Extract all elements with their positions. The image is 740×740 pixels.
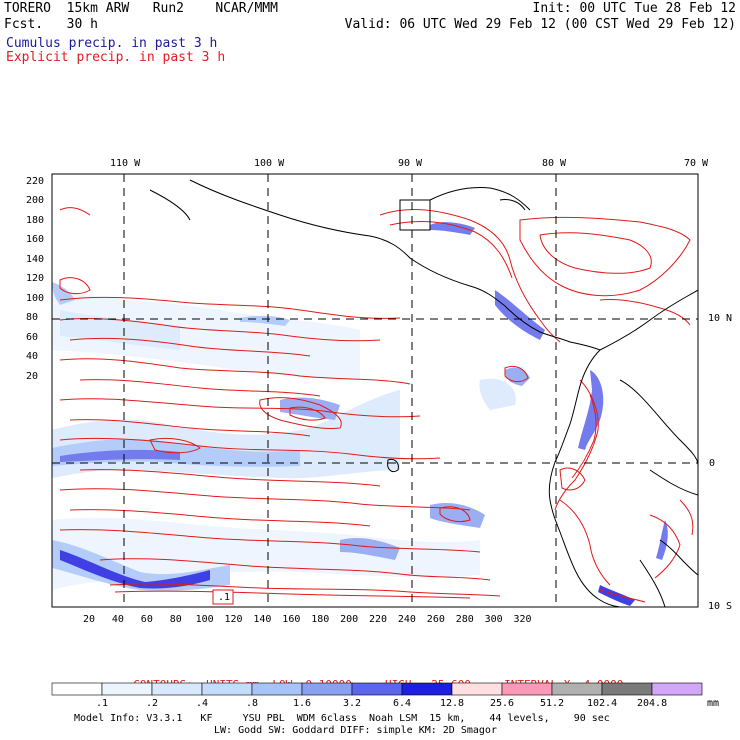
colorbar-tick-label: 204.8 — [637, 698, 668, 709]
physics-info: LW: Godd SW: Goddard DIFF: simple KM: 2D… — [214, 725, 497, 736]
x-tick-label: 80 — [169, 614, 182, 625]
colorbar-swatch — [101, 682, 153, 696]
colorbar-swatch — [201, 682, 253, 696]
x-tick-label: 260 — [426, 614, 445, 625]
model-info: Model Info: V3.3.1 KF YSU PBL WDM 6class… — [74, 713, 610, 724]
colorbar-tick-label: .8 — [246, 698, 259, 709]
colorbar-tick-label: 102.4 — [587, 698, 618, 709]
colorbar-tick-label: 1.6 — [293, 698, 312, 709]
colorbar-swatch — [351, 682, 403, 696]
y-tick-label: 40 — [26, 351, 39, 363]
x-tick-label: 120 — [224, 614, 243, 625]
cumulus-legend-label: Cumulus precip. in past 3 h — [6, 36, 218, 51]
x-tick-label: 140 — [253, 614, 272, 625]
colorbar-tick-label: 6.4 — [393, 698, 412, 709]
colorbar-swatch — [151, 682, 203, 696]
colorbar-swatch — [451, 682, 503, 696]
y-tick-label: 140 — [26, 253, 45, 265]
top-lon-label: 100 W — [254, 158, 285, 169]
y-tick-label: 100 — [26, 292, 45, 304]
top-lon-label: 80 W — [542, 158, 567, 169]
right-lat-label: 10 S — [708, 601, 733, 612]
x-tick-label: 220 — [369, 614, 388, 625]
colorbar-swatch — [601, 682, 653, 696]
y-tick-label: 80 — [26, 312, 39, 324]
x-tick-label: 300 — [484, 614, 503, 625]
colorbar-swatch — [551, 682, 603, 696]
x-tick-label: 40 — [111, 614, 124, 625]
colorbar-swatch — [401, 682, 453, 696]
y-tick-label: 200 — [26, 195, 45, 207]
x-tick-label: 180 — [311, 614, 330, 625]
forecast-hour: Fcst. 30 h — [4, 17, 98, 32]
colorbar-swatch — [251, 682, 303, 696]
plot-frame — [51, 173, 699, 608]
x-tick-label: 320 — [513, 614, 532, 625]
y-tick-label: 120 — [26, 273, 45, 285]
x-tick-label: 60 — [140, 614, 153, 625]
init-time: Init: 00 UTC Tue 28 Feb 12 — [532, 1, 737, 16]
explicit-precip-contours — [59, 207, 694, 603]
x-tick-label: 160 — [282, 614, 301, 625]
colorbar-tick-label: 12.8 — [440, 698, 465, 709]
colorbar-swatch — [51, 682, 103, 696]
coastlines — [149, 179, 698, 607]
colorbar-unit: mm — [707, 698, 720, 709]
y-tick-label: 20 — [26, 370, 39, 382]
colorbar-tick-label: 25.6 — [490, 698, 515, 709]
map-content — [52, 174, 698, 607]
colorbar-tick-label: .2 — [146, 698, 159, 709]
top-lon-label: 110 W — [110, 158, 141, 169]
explicit-legend-label: Explicit precip. in past 3 h — [6, 50, 226, 65]
x-tick-label: 280 — [455, 614, 474, 625]
graticule — [52, 174, 698, 607]
colorbar-tick-label: 3.2 — [343, 698, 362, 709]
top-lon-label: 70 W — [684, 158, 709, 169]
x-tick-label: 20 — [83, 614, 96, 625]
x-tick-label: 100 — [195, 614, 214, 625]
annotation-box — [212, 589, 234, 605]
map-annotation-label: .1 — [218, 592, 231, 603]
y-tick-label: 180 — [26, 214, 45, 226]
colorbar-tick-label: .1 — [96, 698, 109, 709]
top-lon-label: 90 W — [398, 158, 423, 169]
right-lat-label: 0 — [709, 458, 716, 469]
y-tick-label: 60 — [26, 331, 39, 343]
colorbar-swatch — [501, 682, 553, 696]
right-lat-label: 10 N — [708, 313, 733, 324]
model-title: TORERO 15km ARW Run2 NCAR/MMM — [4, 1, 278, 16]
x-tick-label: 200 — [340, 614, 359, 625]
y-tick-label: 160 — [26, 234, 45, 246]
valid-time: Valid: 06 UTC Wed 29 Feb 12 (00 CST Wed … — [344, 17, 736, 32]
colorbar-swatch — [301, 682, 353, 696]
colorbar-tick-label: .4 — [196, 698, 209, 709]
x-tick-label: 240 — [397, 614, 416, 625]
colorbar-tick-label: 51.2 — [540, 698, 565, 709]
colorbar-swatch — [651, 682, 703, 696]
y-tick-label: 220 — [26, 176, 45, 187]
colorbar — [51, 682, 703, 696]
